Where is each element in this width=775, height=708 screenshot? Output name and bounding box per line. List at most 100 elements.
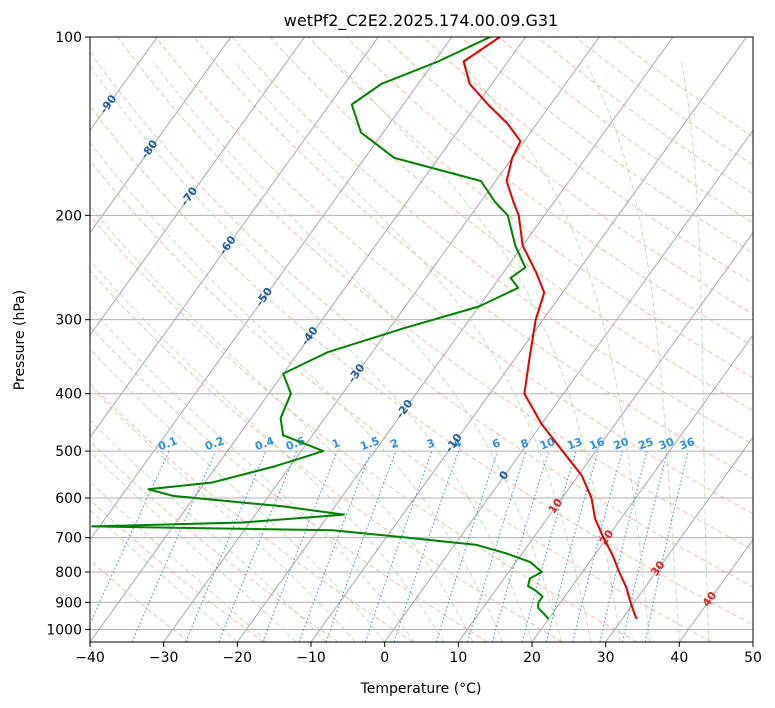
y-tick-label: 100: [55, 30, 82, 46]
mixing-ratio-label: 1: [330, 436, 342, 451]
sounding-line: [462, 37, 638, 620]
moist-adiabat: [90, 259, 445, 642]
y-tick-label: 1000: [46, 622, 82, 638]
mixing-ratio-line: [521, 450, 577, 642]
dry-adiabat: [384, 37, 753, 315]
mixing-ratio-label: 20: [612, 435, 631, 453]
isotherm-line: [310, 37, 748, 642]
x-axis-label: Temperature (°C): [360, 681, 482, 697]
moist-adiabat: [90, 385, 356, 642]
mixing-ratio-label: 0.6: [284, 434, 307, 453]
moist-adiabat: [90, 451, 297, 642]
dry-adiabat: [90, 160, 712, 642]
x-tick-label: −40: [75, 650, 105, 666]
isotherm-line: [678, 538, 753, 642]
mixing-ratio-label: 0.1: [156, 434, 179, 453]
mixing-ratio-label: 1.5: [358, 434, 381, 453]
y-tick-label: 600: [55, 491, 82, 507]
mixing-ratio-label: 8: [519, 436, 531, 451]
moist-adiabat: [681, 61, 710, 642]
dry-adiabat: [345, 37, 753, 347]
mixing-ratio-line: [218, 450, 298, 642]
dry-adiabat: [90, 51, 753, 588]
isotherm-line: [163, 37, 600, 642]
mixing-ratio-line: [393, 450, 460, 642]
x-tick-label: 30: [597, 650, 615, 666]
mixing-ratio-label: 4: [452, 436, 464, 451]
y-tick-label: 900: [55, 595, 82, 611]
axis-ticks: −40 −30 −20 −10 0 10 20 30 40 5010020030040050060…: [46, 30, 762, 666]
y-tick-label: 200: [55, 208, 82, 224]
y-axis-label: Pressure (hPa): [12, 290, 28, 390]
mixing-ratio-line: [644, 450, 689, 642]
moist-adiabat: [90, 65, 533, 642]
dry-adiabat: [90, 214, 638, 642]
moist-adiabat: [90, 306, 415, 642]
mixing-ratio-line: [491, 450, 550, 642]
x-tick-label: 50: [744, 650, 762, 666]
mixing-ratio-label: 0.2: [203, 434, 226, 453]
dry-adiabat: [193, 37, 753, 480]
y-tick-label: 800: [55, 565, 82, 581]
mixing-ratio-line: [364, 450, 433, 642]
x-tick-label: −10: [296, 650, 326, 666]
x-tick-label: −20: [223, 650, 253, 666]
moist-adiabat: [459, 61, 651, 642]
moist-adiabat: [90, 419, 327, 642]
mixing-ratio-label: 16: [588, 435, 607, 453]
plot-frame: [89, 36, 754, 643]
mixing-ratio-line: [467, 450, 527, 642]
x-tick-label: 10: [449, 650, 467, 666]
mixing-ratio-line: [545, 450, 599, 642]
isotherm-line: [90, 37, 527, 642]
dry-adiabat: [422, 37, 753, 284]
moist-adiabat: [152, 61, 562, 642]
isotherm-line: [236, 37, 674, 642]
mixing-ratio-label: 25: [636, 435, 655, 452]
mixing-ratio-label: 2: [389, 436, 401, 451]
isotherm-line: [90, 37, 453, 541]
mixing-ratio-label: 30: [657, 435, 676, 453]
y-tick-label: 700: [55, 531, 82, 547]
dry-adiabat: [90, 270, 563, 642]
y-tick-label: 500: [55, 444, 82, 460]
isotherm-line: [90, 37, 306, 336]
plot-area: 0.10.20.40.611.52346810131620253036-100-…: [90, 37, 753, 642]
mixing-ratio-label: 13: [565, 435, 584, 452]
moist-adiabat: [90, 480, 268, 642]
mixing-ratio-line: [185, 450, 267, 642]
moist-adiabat: [90, 141, 503, 642]
dry-adiabat: [90, 105, 753, 626]
mixing-ratio-label: 0.4: [253, 434, 276, 453]
moist-adiabat: [584, 61, 680, 642]
chart-title: wetPf2_C2E2.2025.174.00.09.G31: [284, 11, 558, 31]
isotherm-line: [457, 231, 753, 642]
moist-adiabat: [335, 61, 621, 642]
moist-adiabat: [233, 61, 592, 642]
mixing-ratio-line: [325, 450, 397, 642]
isotherm-line: [384, 129, 753, 642]
isotherm-line: [605, 436, 753, 642]
dry-adiabat: [90, 382, 414, 642]
mixing-ratio-line: [131, 450, 217, 642]
y-tick-label: 400: [55, 387, 82, 403]
x-tick-label: −30: [149, 650, 179, 666]
x-tick-label: 20: [523, 650, 541, 666]
isotherm-line: [90, 37, 232, 234]
mixing-ratio-label: 3: [425, 436, 437, 451]
sounding-line: [91, 37, 550, 620]
dry-adiabat: [90, 559, 190, 642]
x-tick-label: 0: [380, 650, 389, 666]
x-tick-label: 40: [670, 650, 688, 666]
y-tick-label: 300: [55, 313, 82, 329]
isotherm-line: [90, 37, 379, 439]
mixing-ratio-line: [621, 450, 669, 642]
mixing-ratio-label: 6: [490, 436, 502, 451]
moist-adiabat: [90, 205, 474, 642]
mixing-ratio-line: [599, 450, 648, 642]
mixing-ratio-line: [435, 450, 498, 642]
mixing-ratio-label: 36: [678, 435, 697, 453]
mixing-ratio-line: [572, 450, 623, 642]
dry-adiabat: [231, 37, 753, 445]
